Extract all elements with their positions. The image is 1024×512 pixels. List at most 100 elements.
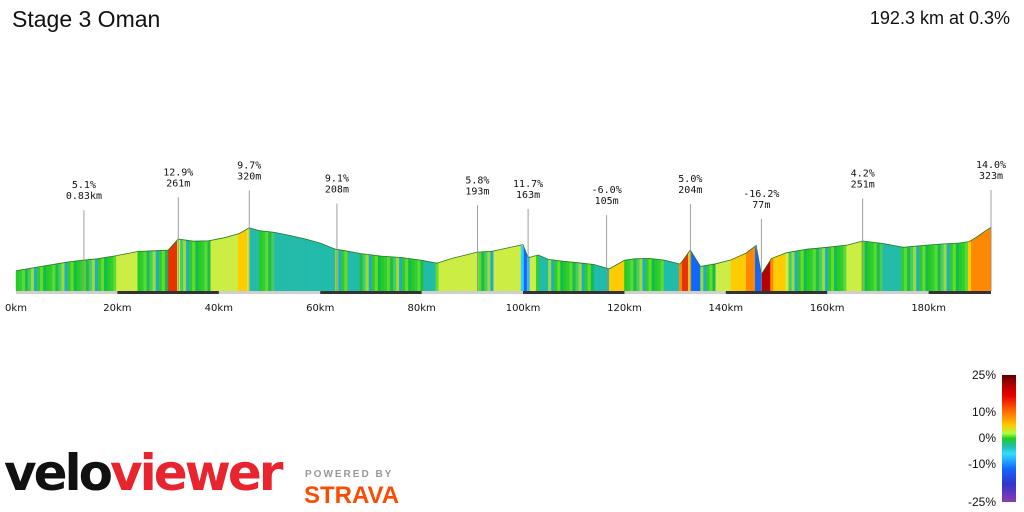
profile-segment [377, 255, 382, 292]
x-tick-label: 140km [709, 303, 744, 314]
profile-segment [569, 261, 573, 292]
profile-segment [529, 256, 534, 292]
profile-segment [149, 250, 154, 292]
profile-segment [405, 257, 409, 292]
profile-segment [478, 251, 482, 292]
x-tick-label: 20km [103, 303, 131, 314]
profile-segment [809, 248, 814, 292]
profile-segment [338, 249, 342, 292]
profile-segment [240, 230, 245, 292]
profile-segment [55, 263, 59, 292]
profile-segment [216, 238, 221, 292]
profile-segment [423, 260, 427, 292]
profile-segment [356, 252, 360, 292]
profile-segment [462, 254, 467, 292]
profile-segment [52, 263, 56, 292]
profile-segment [599, 266, 604, 292]
profile-segment [888, 244, 893, 292]
x-tick-label: 60km [306, 303, 334, 314]
profile-segment [913, 245, 917, 292]
profile-segment [940, 243, 945, 292]
profile-segment [283, 234, 287, 292]
profile-segment [307, 239, 312, 292]
profile-segment [231, 234, 236, 292]
profile-segment [444, 259, 449, 292]
annotation-elevation: 0.83km [66, 191, 102, 202]
profile-segment [152, 250, 157, 292]
profile-segment [931, 244, 935, 292]
profile-segment [751, 245, 756, 292]
profile-segment [496, 249, 500, 292]
profile-segment [344, 250, 348, 292]
profile-segment [88, 259, 93, 292]
profile-segment [79, 259, 84, 292]
profile-segment [700, 265, 704, 292]
profile-segment [949, 243, 954, 292]
x-tick-label: 40km [205, 303, 233, 314]
annotation-grade: 5.8% [465, 175, 489, 186]
profile-segment [459, 255, 464, 292]
profile-segment [326, 245, 330, 292]
profile-segment [393, 256, 397, 292]
profile-segment [587, 263, 592, 292]
annotation-elevation: 208m [325, 185, 349, 196]
profile-segment [678, 260, 683, 292]
profile-segment [843, 244, 847, 292]
profile-segment [414, 259, 418, 292]
annotation-grade: -6.0% [592, 185, 622, 196]
profile-segment [791, 251, 795, 292]
profile-segment [593, 264, 598, 292]
profile-segment [277, 232, 281, 292]
profile-segment [837, 245, 841, 292]
profile-segment [797, 250, 802, 292]
profile-segment [61, 262, 65, 292]
annotation-grade: 9.1% [325, 174, 349, 185]
annotation-elevation: 323m [979, 171, 1003, 182]
profile-segment [274, 232, 278, 292]
annotation-grade: 5.1% [72, 180, 96, 191]
profile-segment [27, 267, 32, 292]
profile-segment [615, 263, 619, 292]
profile-segment [441, 260, 446, 292]
profile-segment [332, 247, 336, 292]
profile-segment [362, 253, 367, 292]
profile-segment [563, 261, 567, 292]
profile-segment [761, 268, 765, 292]
profile-segment [475, 251, 479, 292]
profile-segment [420, 259, 424, 292]
profile-segment [919, 245, 923, 292]
profile-segment [724, 260, 729, 292]
profile-segment [779, 253, 783, 292]
profile-segment [94, 258, 99, 292]
profile-segment [85, 259, 90, 292]
profile-segment [107, 256, 111, 292]
profile-segment [730, 258, 735, 292]
profile-segment [295, 236, 300, 292]
profile-segment [834, 245, 838, 292]
profile-segment [873, 242, 878, 292]
profile-segment [727, 259, 732, 292]
profile-segment [301, 237, 306, 292]
x-axis-band [928, 291, 991, 294]
profile-segment [289, 235, 294, 292]
profile-segment [885, 243, 890, 292]
annotation-grade: 12.9% [163, 167, 193, 178]
profile-segment [675, 262, 680, 292]
profile-segment [800, 249, 805, 292]
profile-segment [456, 256, 461, 292]
profile-segment [180, 239, 184, 292]
profile-segment [891, 244, 896, 292]
profile-segment [450, 257, 455, 292]
profile-segment [323, 244, 327, 292]
profile-segment [140, 251, 144, 292]
profile-segment [329, 246, 333, 292]
profile-segment [806, 248, 811, 292]
profile-segment [612, 265, 616, 292]
profile-segment [770, 257, 774, 292]
annotation-grade: 11.7% [513, 179, 543, 190]
profile-segment [882, 243, 887, 292]
annotation-elevation: 193m [465, 186, 489, 197]
profile-segment [514, 245, 519, 292]
profile-segment [353, 252, 357, 292]
annotation-elevation: 251m [851, 179, 875, 190]
